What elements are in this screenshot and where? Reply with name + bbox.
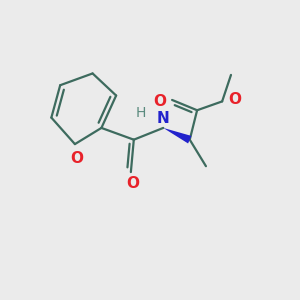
Text: H: H bbox=[136, 106, 146, 120]
Polygon shape bbox=[163, 128, 191, 143]
Text: N: N bbox=[157, 111, 169, 126]
Text: O: O bbox=[228, 92, 241, 107]
Text: O: O bbox=[70, 152, 83, 166]
Text: O: O bbox=[153, 94, 166, 109]
Text: O: O bbox=[126, 176, 139, 191]
